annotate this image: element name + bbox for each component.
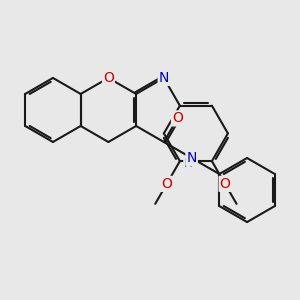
Text: N: N bbox=[159, 71, 169, 85]
Text: O: O bbox=[220, 177, 230, 191]
Text: O: O bbox=[161, 177, 172, 191]
Text: N: N bbox=[186, 151, 197, 165]
Text: H: H bbox=[184, 157, 193, 170]
Text: O: O bbox=[172, 111, 183, 125]
Text: O: O bbox=[103, 71, 114, 85]
